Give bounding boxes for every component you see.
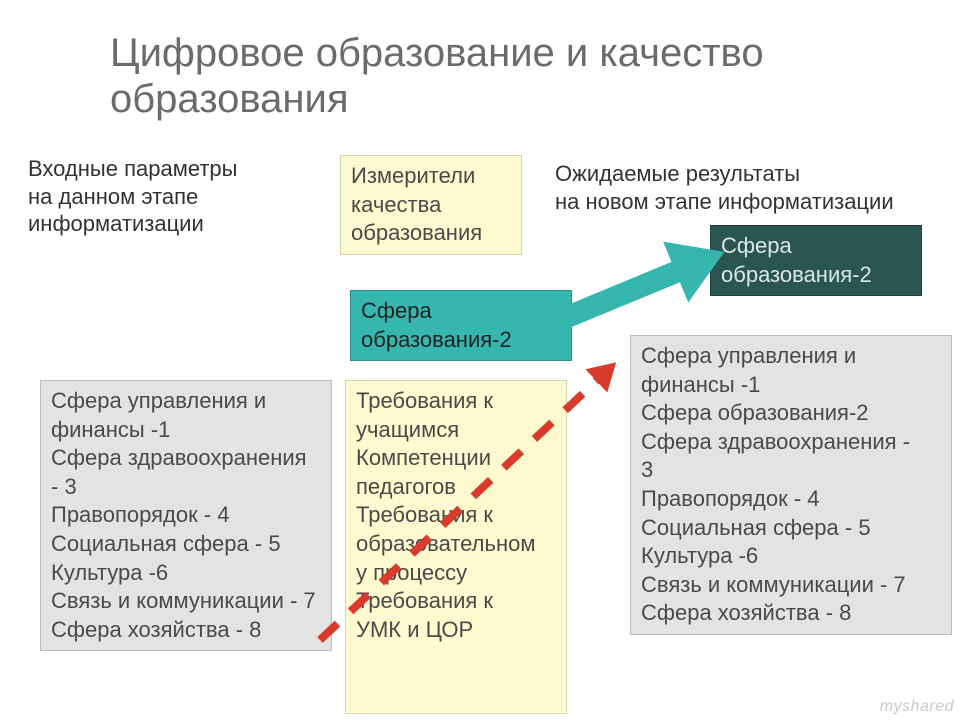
output-spheres-list: Сфера управления ифинансы -1Сфера образо… [630, 335, 952, 635]
slide-title: Цифровое образование и качество образова… [110, 30, 960, 122]
watermark: myshared [880, 698, 954, 716]
input-spheres-list: Сфера управления ифинансы -1Сфера здраво… [40, 380, 332, 651]
input-params-label: Входные параметрына данном этапеинформат… [28, 155, 288, 238]
solid-teal-arrow [560, 262, 700, 320]
metrics-box: Измерителикачестваобразования [340, 155, 522, 255]
sphere-education-2-top-box: Сфераобразования-2 [710, 225, 922, 296]
slide: Цифровое образование и качество образова… [0, 0, 960, 720]
sphere-education-2-mid-box: Сфераобразования-2 [350, 290, 572, 361]
requirements-box: Требования кучащимсяКомпетенциипедагогов… [345, 380, 567, 714]
expected-results-label: Ожидаемые результатына новом этапе инфор… [555, 160, 955, 215]
